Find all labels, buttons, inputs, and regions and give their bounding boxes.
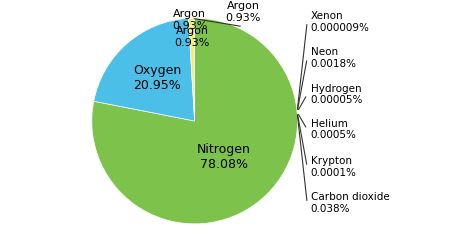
Text: Argon
0.93%: Argon 0.93%: [174, 26, 210, 47]
Text: Xenon
0.000009%: Xenon 0.000009%: [311, 11, 370, 33]
Text: Nitrogen
78.08%: Nitrogen 78.08%: [197, 143, 251, 171]
Text: Hydrogen
0.00005%: Hydrogen 0.00005%: [311, 83, 363, 105]
Text: Oxygen
20.95%: Oxygen 20.95%: [133, 64, 182, 92]
Wedge shape: [188, 18, 195, 121]
Text: Neon
0.0018%: Neon 0.0018%: [311, 47, 357, 69]
Text: Helium
0.0005%: Helium 0.0005%: [311, 119, 356, 140]
Text: Krypton
0.0001%: Krypton 0.0001%: [311, 156, 356, 178]
Wedge shape: [92, 18, 298, 224]
Text: Carbon dioxide
0.038%: Carbon dioxide 0.038%: [311, 192, 390, 214]
Text: Argon
0.93%: Argon 0.93%: [225, 1, 261, 23]
Text: Argon
0.93%: Argon 0.93%: [172, 9, 207, 31]
Wedge shape: [94, 18, 195, 121]
